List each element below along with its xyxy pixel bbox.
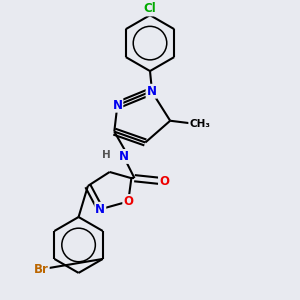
Text: H: H <box>102 150 111 160</box>
Text: O: O <box>123 195 133 208</box>
Text: CH₃: CH₃ <box>189 119 210 129</box>
Text: N: N <box>112 99 122 112</box>
Text: N: N <box>118 150 129 163</box>
Text: Cl: Cl <box>144 2 156 15</box>
Text: Br: Br <box>34 263 49 276</box>
Text: N: N <box>95 203 105 216</box>
Text: O: O <box>159 175 169 188</box>
Text: N: N <box>147 85 157 98</box>
